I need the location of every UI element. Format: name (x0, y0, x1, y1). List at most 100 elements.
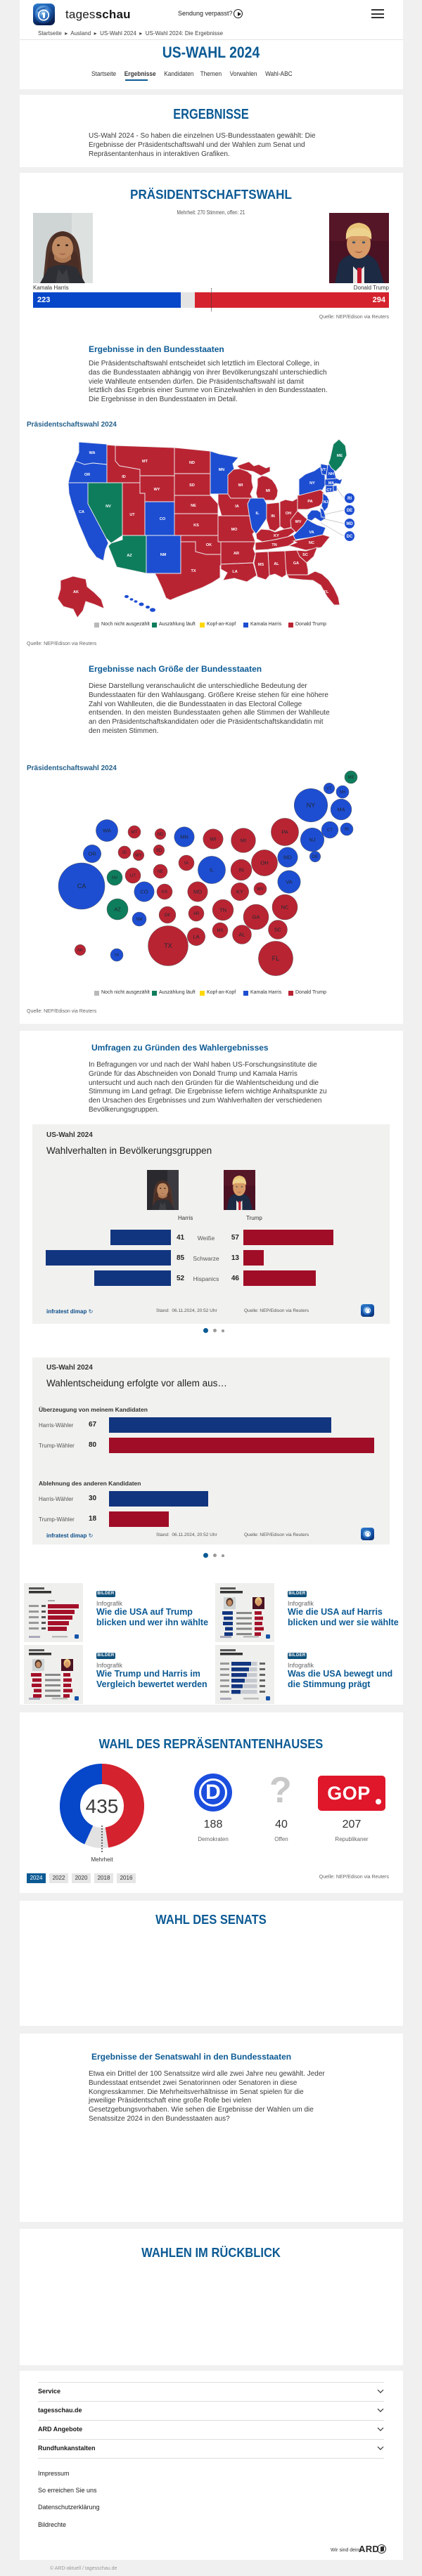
svg-text:NE: NE (158, 870, 163, 874)
svg-text:OR: OR (84, 473, 90, 477)
svg-text:NM: NM (160, 553, 167, 557)
svg-text:ND: ND (158, 833, 164, 837)
svg-text:CO: CO (140, 889, 148, 895)
svg-text:MT: MT (132, 831, 138, 835)
svg-text:SD: SD (189, 483, 195, 488)
svg-text:TN: TN (271, 543, 276, 547)
svg-text:MO: MO (231, 528, 238, 532)
svg-text:NE: NE (191, 504, 196, 508)
svg-text:PA: PA (281, 829, 288, 835)
svg-text:UT: UT (130, 874, 136, 878)
svg-text:NH: NH (340, 791, 346, 795)
svg-text:SD: SD (156, 849, 162, 853)
svg-text:UT: UT (129, 513, 135, 517)
svg-text:WA: WA (89, 451, 96, 455)
svg-text:CA: CA (79, 510, 84, 514)
svg-text:NV: NV (112, 876, 117, 880)
svg-text:VA: VA (286, 879, 292, 885)
svg-text:IA: IA (235, 505, 239, 509)
svg-text:NH: NH (328, 472, 334, 476)
svg-text:OK: OK (206, 543, 212, 547)
svg-text:IN: IN (271, 514, 275, 519)
svg-text:SC: SC (302, 553, 308, 557)
svg-text:AK: AK (73, 590, 79, 594)
svg-text:NM: NM (136, 918, 142, 922)
svg-text:WY: WY (135, 854, 142, 858)
svg-text:ID: ID (122, 851, 127, 855)
svg-text:IA: IA (184, 861, 188, 866)
svg-text:ME: ME (348, 776, 354, 780)
svg-text:MS: MS (258, 563, 264, 567)
svg-text:KY: KY (236, 889, 243, 895)
svg-text:MO: MO (193, 889, 202, 895)
svg-text:AZ: AZ (127, 554, 132, 558)
svg-text:WV: WV (295, 520, 302, 524)
svg-text:IN: IN (238, 867, 244, 873)
svg-text:RI: RI (347, 497, 352, 501)
svg-text:MN: MN (180, 834, 188, 840)
svg-text:MA: MA (337, 807, 345, 813)
svg-text:LA: LA (193, 934, 199, 940)
svg-text:WV: WV (257, 887, 264, 892)
svg-text:KS: KS (193, 523, 199, 528)
svg-text:WA: WA (103, 828, 111, 834)
svg-text:DE: DE (347, 509, 352, 513)
svg-text:NY: NY (307, 802, 316, 809)
svg-text:AZ: AZ (114, 906, 121, 913)
svg-text:OR: OR (88, 851, 96, 857)
svg-text:VA: VA (309, 531, 314, 535)
svg-text:NJ: NJ (309, 837, 315, 843)
svg-text:OK: OK (165, 913, 171, 918)
svg-text:HI: HI (115, 954, 119, 958)
svg-text:PA: PA (307, 500, 312, 504)
svg-text:RI: RI (345, 828, 349, 832)
svg-text:KS: KS (162, 890, 167, 895)
svg-text:VT: VT (326, 787, 332, 791)
svg-text:CT: CT (326, 488, 332, 493)
svg-text:TX: TX (191, 569, 196, 573)
svg-text:MA: MA (328, 481, 335, 486)
svg-text:AL: AL (274, 562, 279, 566)
svg-text:FL: FL (324, 590, 329, 594)
svg-text:ND: ND (189, 461, 195, 465)
svg-text:NJ: NJ (323, 500, 328, 505)
svg-text:TX: TX (164, 942, 172, 949)
svg-text:NC: NC (281, 904, 289, 911)
svg-text:WI: WI (210, 836, 216, 843)
svg-text:NY: NY (309, 481, 315, 486)
svg-text:IL: IL (210, 867, 214, 873)
svg-text:OH: OH (260, 860, 268, 866)
svg-text:TN: TN (219, 907, 226, 913)
svg-text:IL: IL (256, 512, 260, 516)
svg-text:ME: ME (337, 454, 343, 458)
svg-text:435: 435 (86, 1795, 119, 1817)
svg-text:CA: CA (77, 883, 87, 890)
svg-text:WY: WY (154, 488, 160, 492)
svg-text:LA: LA (232, 570, 237, 574)
svg-text:AR: AR (193, 912, 200, 916)
svg-text:ID: ID (122, 475, 126, 479)
svg-text:KY: KY (274, 534, 279, 538)
svg-text:FL: FL (272, 955, 280, 962)
svg-text:AR: AR (234, 552, 239, 556)
svg-text:MN: MN (219, 468, 225, 472)
svg-text:OH: OH (286, 512, 291, 516)
svg-text:MD: MD (283, 854, 292, 861)
svg-text:GA: GA (252, 914, 260, 921)
svg-text:DC: DC (347, 535, 353, 539)
svg-text:MD: MD (346, 522, 353, 526)
svg-text:MI: MI (241, 838, 246, 844)
svg-text:VT: VT (321, 468, 326, 472)
svg-text:MS: MS (217, 929, 224, 933)
svg-text:NV: NV (106, 505, 111, 509)
svg-text:AL: AL (238, 932, 245, 938)
svg-text:AK: AK (77, 949, 83, 953)
svg-text:SC: SC (274, 927, 282, 933)
svg-text:WI: WI (238, 483, 243, 488)
svg-text:NC: NC (309, 541, 314, 545)
svg-text:CT: CT (327, 828, 333, 833)
svg-text:CO: CO (160, 517, 166, 521)
svg-text:MT: MT (142, 460, 148, 464)
svg-text:MI: MI (266, 489, 271, 493)
svg-text:DE: DE (312, 855, 318, 859)
